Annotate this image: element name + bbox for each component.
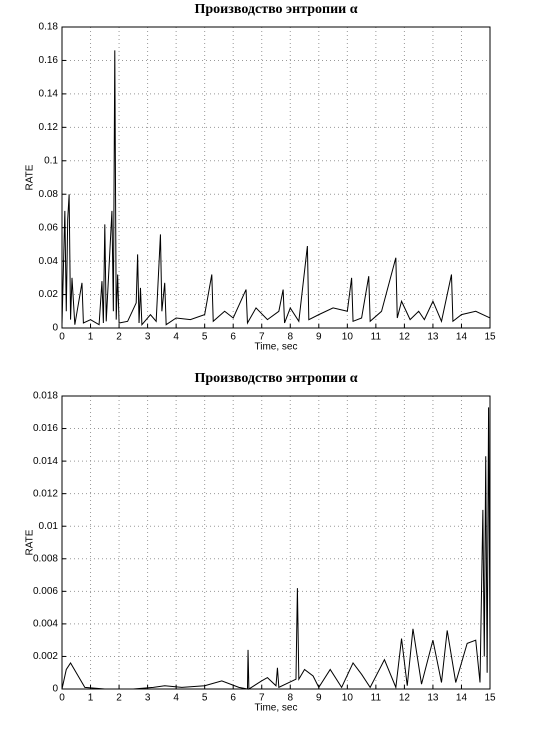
x-tick-label: 1 [88, 332, 94, 343]
x-tick-label: 8 [287, 332, 293, 343]
x-tick-label: 14 [456, 332, 468, 343]
x-tick-label: 8 [287, 693, 293, 704]
y-tick-label: 0.004 [33, 619, 58, 630]
plot-area [62, 396, 490, 689]
x-tick-label: 7 [259, 693, 265, 704]
x-tick-label: 2 [116, 332, 122, 343]
x-tick-label: 14 [456, 693, 468, 704]
x-axis-label: Time, sec [255, 703, 298, 714]
x-tick-label: 10 [342, 693, 354, 704]
x-tick-label: 13 [427, 693, 439, 704]
x-tick-label: 0 [59, 693, 65, 704]
y-tick-label: 0.16 [39, 55, 59, 66]
y-tick-label: 0.04 [39, 256, 59, 267]
plot-area [62, 27, 490, 328]
y-tick-label: 0.14 [39, 89, 59, 100]
y-axis-label: RATE [25, 164, 36, 190]
chart-title: Производство энтропии α [194, 371, 357, 386]
y-tick-label: 0.018 [33, 391, 58, 402]
y-tick-label: 0.01 [39, 521, 59, 532]
y-tick-label: 0.016 [33, 423, 58, 434]
y-tick-label: 0.006 [33, 586, 58, 597]
y-tick-label: 0.02 [39, 289, 59, 300]
x-tick-label: 15 [484, 693, 496, 704]
x-tick-label: 2 [116, 693, 122, 704]
chart-title: Производство энтропии α [194, 2, 357, 17]
y-axis-label: RATE [25, 529, 36, 555]
x-tick-label: 1 [88, 693, 94, 704]
y-tick-label: 0 [52, 684, 58, 695]
y-tick-label: 0.06 [39, 222, 59, 233]
x-tick-label: 9 [316, 332, 322, 343]
y-tick-label: 0.18 [39, 22, 59, 33]
x-tick-label: 6 [230, 693, 236, 704]
x-axis-label: Time, sec [255, 342, 298, 353]
x-tick-label: 4 [173, 332, 179, 343]
x-tick-label: 15 [484, 332, 496, 343]
x-tick-label: 12 [399, 693, 411, 704]
y-tick-label: 0 [52, 323, 58, 334]
x-tick-label: 3 [145, 332, 151, 343]
y-tick-label: 0.12 [39, 122, 59, 133]
x-tick-label: 3 [145, 693, 151, 704]
x-tick-label: 11 [371, 332, 382, 343]
y-tick-label: 0.1 [44, 155, 58, 166]
x-tick-label: 5 [202, 693, 208, 704]
x-tick-label: 11 [371, 693, 382, 704]
plot-frame [61, 395, 491, 690]
plot-frame [61, 26, 491, 329]
x-tick-label: 5 [202, 332, 208, 343]
y-tick-label: 0.014 [33, 456, 58, 467]
x-tick-label: 12 [399, 332, 411, 343]
data-line [61, 50, 491, 326]
y-tick-label: 0.002 [33, 651, 58, 662]
y-tick-label: 0.012 [33, 488, 58, 499]
x-tick-label: 7 [259, 332, 265, 343]
x-tick-label: 6 [230, 332, 236, 343]
data-line [61, 407, 491, 690]
y-tick-label: 0.008 [33, 553, 58, 564]
x-tick-label: 13 [427, 332, 439, 343]
x-tick-label: 0 [59, 332, 65, 343]
x-tick-label: 10 [342, 332, 354, 343]
x-tick-label: 9 [316, 693, 322, 704]
y-tick-label: 0.08 [39, 189, 59, 200]
x-tick-label: 4 [173, 693, 179, 704]
